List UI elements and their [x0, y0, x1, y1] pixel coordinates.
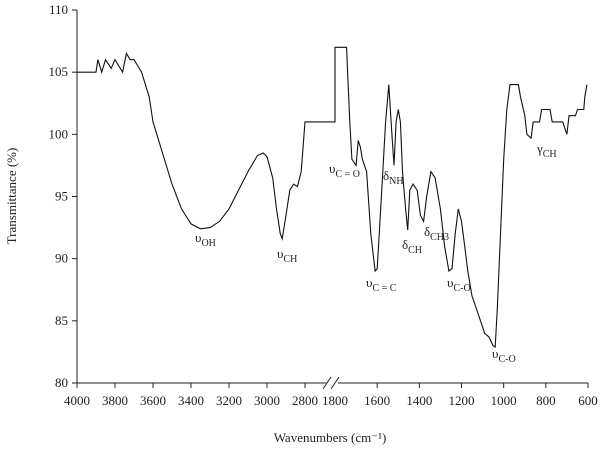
annotation-subscript: NH	[389, 176, 403, 187]
annotation-subscript: C = C	[372, 283, 396, 294]
annotation: υC = O	[329, 161, 360, 180]
annotation: δCH3	[424, 224, 449, 243]
axis-break	[330, 376, 340, 390]
annotation-subscript: CH	[408, 245, 422, 256]
x-tick-label: 1000	[491, 393, 517, 408]
x-tick-label: 600	[578, 393, 598, 408]
x-tick-label: 3000	[254, 393, 280, 408]
x-tick-label: 4000	[64, 393, 90, 408]
annotation: δNH	[383, 168, 404, 187]
y-tick-label: 95	[55, 189, 68, 204]
annotation-symbol: υ	[366, 275, 372, 290]
annotation-subscript: C-O	[498, 354, 515, 365]
y-tick-label: 80	[55, 375, 68, 390]
x-tick-label: 1800	[322, 393, 348, 408]
x-tick-label: 1200	[449, 393, 475, 408]
annotation: υC-O	[492, 346, 516, 365]
annotation-subscript: OH	[201, 238, 215, 249]
x-tick-label: 800	[536, 393, 556, 408]
x-tick-label: 3800	[102, 393, 128, 408]
annotation-subscript: CH	[543, 149, 557, 160]
annotation: υOH	[195, 230, 216, 249]
annotation-symbol: υ	[492, 346, 498, 361]
annotation-symbol: υ	[329, 161, 335, 176]
annotation-symbol: γ	[536, 141, 543, 156]
annotation: υCH	[277, 246, 297, 265]
axis-break	[322, 376, 332, 390]
annotation-symbol: δ	[402, 237, 408, 252]
y-axis-label: Transmittance (%)	[4, 148, 19, 245]
x-tick-label: 3400	[178, 393, 204, 408]
annotation-subscript: CH	[283, 254, 297, 265]
x-tick-label: 2800	[292, 393, 318, 408]
annotation: δCH	[402, 237, 422, 256]
y-tick-label: 100	[49, 126, 69, 141]
x-tick-label: 3200	[216, 393, 242, 408]
annotation-symbol: δ	[424, 224, 430, 239]
annotation-subscript: C-O	[453, 283, 470, 294]
y-tick-label: 90	[55, 251, 68, 266]
y-tick-label: 110	[49, 2, 68, 17]
annotation-subscript: C = O	[335, 169, 360, 180]
annotation: γCH	[536, 141, 557, 160]
x-tick-label: 3600	[140, 393, 166, 408]
annotation-symbol: υ	[277, 246, 283, 261]
annotation-symbol: δ	[383, 168, 389, 183]
x-tick-label: 1600	[364, 393, 390, 408]
x-tick-label: 1400	[406, 393, 432, 408]
y-tick-label: 105	[49, 64, 69, 79]
annotation-symbol: υ	[447, 275, 453, 290]
x-axis-label: Wavenumbers (cm⁻¹)	[274, 430, 387, 445]
annotation-subscript: CH3	[430, 232, 449, 243]
axis-break-gap	[326, 378, 338, 388]
annotation: υC-O	[447, 275, 471, 294]
y-tick-label: 85	[55, 313, 68, 328]
annotation: υC = C	[366, 275, 397, 294]
annotation-symbol: υ	[195, 230, 201, 245]
spectrum-line	[77, 46, 588, 348]
